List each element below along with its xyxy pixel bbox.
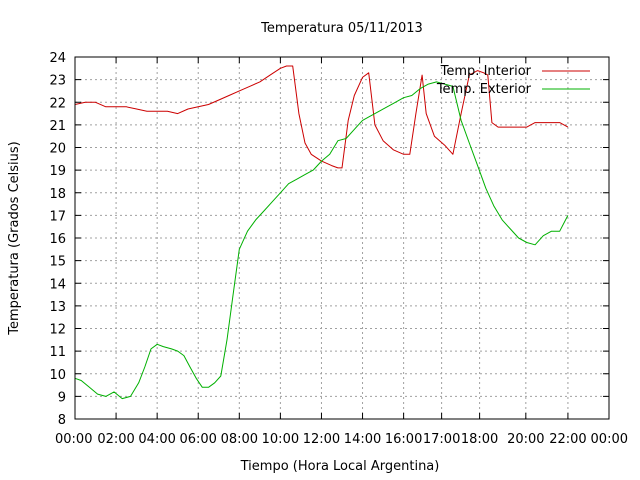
- grid: [75, 57, 609, 419]
- x-tick-label: 14:00: [344, 432, 381, 447]
- x-tick-label: 17:00: [423, 432, 460, 447]
- ticks: [74, 56, 610, 420]
- y-axis-label: Temperatura (Grados Celsius): [7, 141, 22, 335]
- x-tick-label: 10:00: [262, 432, 299, 447]
- legend: Temp. Interior Temp. Exterior: [436, 64, 590, 97]
- x-tick-label: 02:00: [97, 432, 134, 447]
- y-tick-label: 19: [49, 164, 66, 179]
- x-tick-label: 08:00: [221, 432, 258, 447]
- x-tick-label: 20:00: [507, 432, 544, 447]
- legend-label-exterior: Temp. Exterior: [436, 82, 532, 97]
- y-tick-label: 8: [58, 413, 66, 428]
- x-tick-label: 00:00: [55, 432, 92, 447]
- x-tick-label: 22:00: [549, 432, 586, 447]
- x-tick-label: 16:00: [385, 432, 422, 447]
- x-tick-label: 00:00: [591, 432, 628, 447]
- chart-title: Temperatura 05/11/2013: [260, 21, 423, 36]
- y-tick-label: 22: [49, 96, 66, 111]
- y-tick-label: 10: [49, 368, 66, 383]
- series-layer: [74, 65, 569, 400]
- y-tick-label: 15: [49, 255, 66, 270]
- y-tick-label: 11: [49, 345, 66, 360]
- y-tick-label: 17: [49, 209, 66, 224]
- x-tick-label: 06:00: [179, 432, 216, 447]
- y-tick-label: 9: [58, 390, 66, 405]
- y-tick-label: 16: [49, 232, 66, 247]
- y-tick-label: 23: [49, 74, 66, 89]
- y-tick-label: 21: [49, 119, 66, 134]
- y-tick-label: 24: [49, 51, 66, 66]
- x-tick-label: 12:00: [303, 432, 340, 447]
- x-tick-label: 04:00: [138, 432, 175, 447]
- y-tick-label: 13: [49, 300, 66, 315]
- series-line-exterior: [74, 81, 569, 400]
- y-tick-label: 14: [49, 277, 66, 292]
- legend-label-interior: Temp. Interior: [440, 64, 532, 79]
- x-axis-label: Tiempo (Hora Local Argentina): [240, 459, 440, 474]
- y-tick-label: 20: [49, 142, 66, 157]
- y-tick-label: 12: [49, 323, 66, 338]
- tick-labels: 8 9 10 11 12 13 14 15 16 17 18 19 20 21 22 23 24 00:00 02:…: [49, 51, 628, 447]
- series-line-interior: [74, 65, 569, 169]
- x-tick-label: 18:00: [461, 432, 498, 447]
- y-tick-label: 18: [49, 187, 66, 202]
